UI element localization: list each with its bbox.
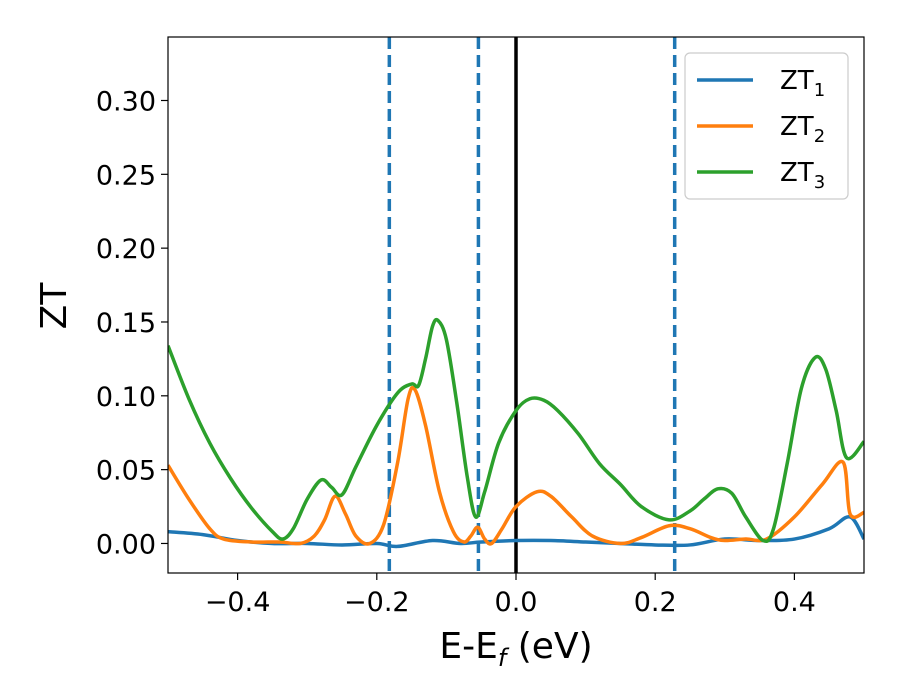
x-tick-label: 0.0 <box>495 587 538 618</box>
legend-box <box>684 52 849 200</box>
x-axis-label-main: E-E <box>439 626 497 667</box>
y-tick-label: 0.25 <box>96 160 156 191</box>
y-tick-label: 0.00 <box>96 529 156 560</box>
legend-label-zt2: ZT2 <box>780 112 825 147</box>
x-axis-label-unit: (eV) <box>506 626 592 667</box>
y-tick-label: 0.15 <box>96 308 156 339</box>
y-tick-label: 0.05 <box>96 456 156 487</box>
legend-label-zt1: ZT1 <box>780 66 825 101</box>
series-line-zt3 <box>168 317 864 544</box>
legend-label-main: ZT <box>780 158 814 188</box>
x-tick-label: −0.2 <box>344 587 410 618</box>
x-axis-ticks: −0.4 −0.2 0.0 0.2 0.4 <box>205 573 816 618</box>
y-tick-label: 0.30 <box>96 86 156 117</box>
x-tick-label: −0.4 <box>205 587 271 618</box>
y-axis-ticks: 0.00 0.05 0.10 0.15 0.20 0.25 0.30 <box>96 86 168 560</box>
legend-label-subscript: 2 <box>814 126 825 147</box>
x-tick-label: 0.4 <box>773 587 816 618</box>
x-tick-label: 0.2 <box>634 587 677 618</box>
series-line-zt2 <box>168 385 864 546</box>
legend-label-main: ZT <box>780 112 814 142</box>
plot-area <box>167 36 865 574</box>
y-axis-label: ZT <box>34 282 75 330</box>
legend-label-main: ZT <box>780 66 814 96</box>
legend-label-subscript: 1 <box>814 80 825 101</box>
y-tick-label: 0.10 <box>96 382 156 413</box>
y-tick-label: 0.20 <box>96 234 156 265</box>
legend-label-zt3: ZT3 <box>780 158 825 193</box>
x-axis-label: E-Ef (eV) <box>439 626 592 672</box>
legend-label-subscript: 3 <box>814 172 825 193</box>
